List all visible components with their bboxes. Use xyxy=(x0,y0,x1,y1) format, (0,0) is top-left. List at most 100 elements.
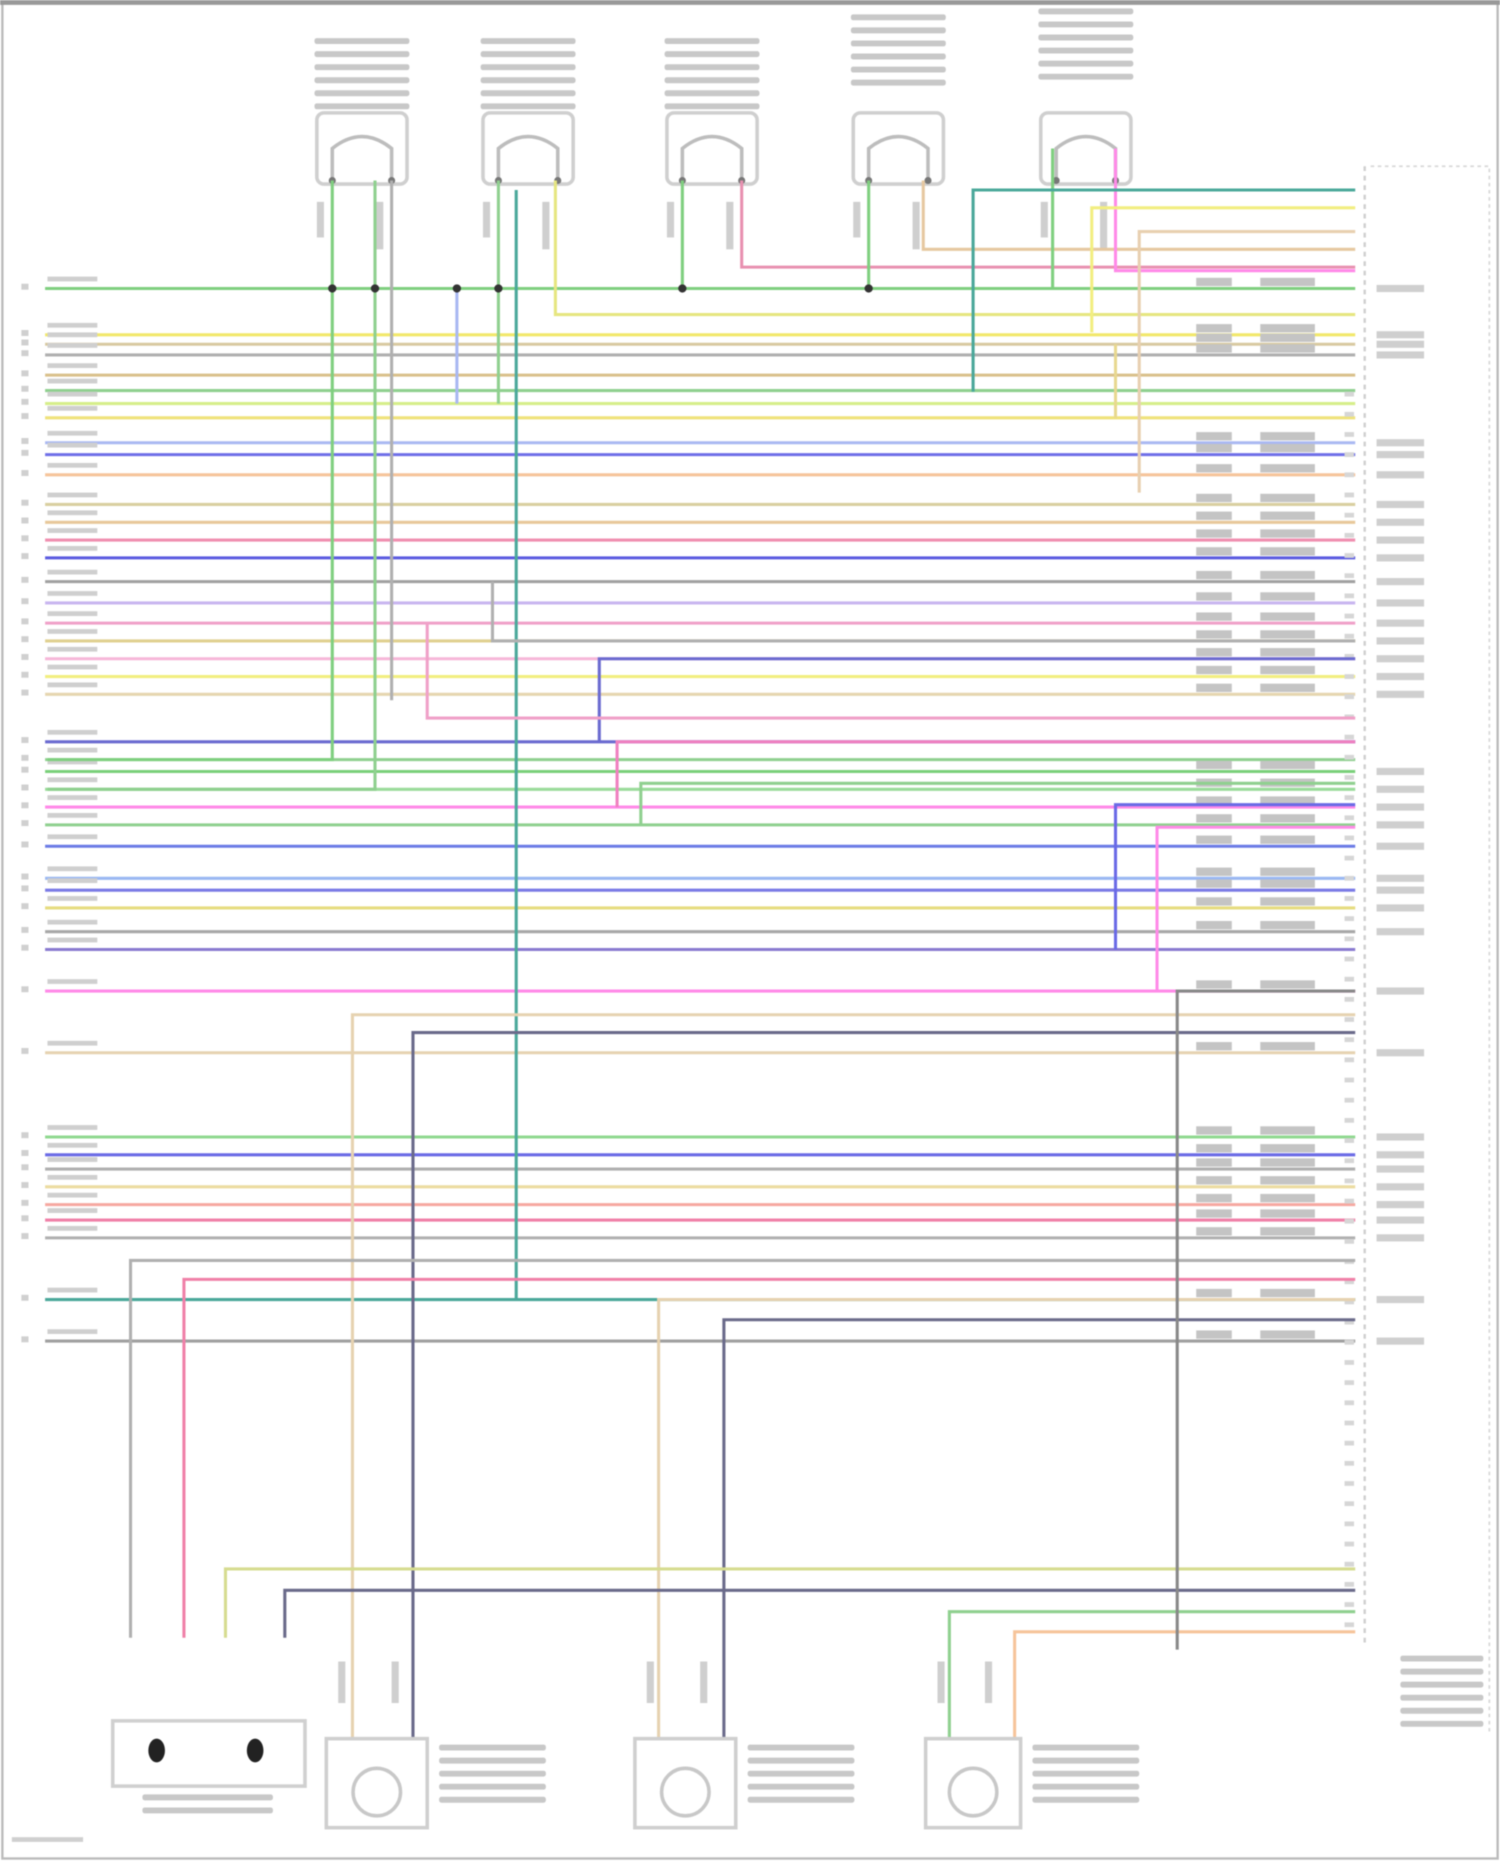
row-number xyxy=(21,802,29,809)
pin-number xyxy=(1344,1602,1355,1607)
wire-route xyxy=(740,180,1356,269)
wire-color-code xyxy=(1260,1158,1315,1167)
sensor-label xyxy=(664,64,760,71)
wire-label xyxy=(47,834,98,840)
sensor-label xyxy=(664,77,760,84)
pin-label xyxy=(1376,1296,1425,1304)
wire-label xyxy=(47,1040,98,1046)
wire-route xyxy=(47,180,334,762)
wire-label xyxy=(47,391,98,397)
position-sensor-label xyxy=(439,1757,546,1764)
wire-code xyxy=(1196,324,1232,333)
splice-point xyxy=(494,284,503,293)
position-sensor-label xyxy=(747,1744,855,1751)
wire-code xyxy=(1196,835,1232,844)
splice-point xyxy=(328,284,337,293)
wire-route xyxy=(490,581,1356,643)
wire-label xyxy=(47,1142,98,1148)
wire-code xyxy=(1196,760,1232,770)
pin-number xyxy=(1344,956,1355,962)
pin-label xyxy=(1376,500,1425,509)
row-number xyxy=(21,470,29,476)
pin-number xyxy=(1344,815,1355,821)
row-number xyxy=(21,517,29,524)
wire-tag xyxy=(1040,201,1048,238)
pin-number xyxy=(1344,775,1355,780)
pin-number xyxy=(1344,1057,1355,1063)
pin-number xyxy=(1344,1622,1355,1628)
sensor-coil xyxy=(1054,134,1118,179)
pin-number xyxy=(1344,553,1355,558)
knock-sensor-label xyxy=(142,1807,273,1814)
pin-number xyxy=(1344,532,1355,538)
wire-route xyxy=(1137,229,1356,493)
wire-label xyxy=(47,813,98,818)
wire-color-code xyxy=(1260,665,1315,675)
wire-color-code xyxy=(1260,592,1315,601)
wire-label xyxy=(47,462,98,468)
wire-code xyxy=(1196,867,1232,876)
knock-sensor-element xyxy=(148,1738,165,1763)
wire-label xyxy=(47,759,98,765)
wire-label xyxy=(47,682,98,688)
wire-route xyxy=(47,180,377,791)
sensor-label xyxy=(314,90,410,97)
row-number xyxy=(21,330,29,336)
pin-number xyxy=(1344,936,1355,942)
pin-label xyxy=(1376,1183,1425,1191)
wire-route xyxy=(921,180,1356,251)
row-number xyxy=(21,841,29,848)
wire-code xyxy=(1196,897,1232,906)
position-sensor-label xyxy=(1032,1757,1140,1764)
wire-color-code xyxy=(1260,835,1315,844)
wire-code xyxy=(1196,683,1232,692)
sensor-label xyxy=(850,53,946,60)
wire-label xyxy=(47,979,98,984)
row-number xyxy=(21,576,29,583)
row-number xyxy=(21,339,29,346)
position-sensor-label xyxy=(439,1770,546,1777)
pin-number xyxy=(1344,1360,1355,1365)
pin xyxy=(1052,176,1060,185)
wire-color-code xyxy=(1260,1176,1315,1185)
wire-label xyxy=(47,546,98,551)
wire-color-code xyxy=(1260,897,1315,906)
wire-label xyxy=(47,1157,98,1162)
sensor-label xyxy=(1038,47,1134,54)
pin-label xyxy=(1376,619,1425,627)
wire-color-code xyxy=(1260,443,1315,453)
wire-tag xyxy=(912,201,920,250)
pin-number xyxy=(1344,1440,1355,1446)
row-number xyxy=(21,737,29,743)
wire-label xyxy=(47,646,98,652)
pin-label xyxy=(1376,1234,1425,1242)
wire-code xyxy=(1196,665,1232,675)
pin-number xyxy=(1344,694,1355,700)
pin-number xyxy=(1344,1380,1355,1386)
wire-label xyxy=(47,343,98,348)
sensor-coil xyxy=(496,134,560,179)
wire-code xyxy=(1196,1158,1232,1167)
wire-tag xyxy=(666,201,675,238)
pin-number xyxy=(1344,432,1355,437)
row-number xyxy=(21,1294,29,1301)
wire-tag xyxy=(646,1661,654,1704)
splice-point xyxy=(864,284,873,293)
knock-sensor-element xyxy=(246,1738,264,1763)
pin-number xyxy=(1344,1077,1355,1083)
wire-label xyxy=(47,510,98,516)
wire-label xyxy=(47,1225,98,1231)
wire-label xyxy=(47,430,98,436)
pin-label xyxy=(1376,803,1425,811)
wire-color-code xyxy=(1260,570,1315,580)
wire-label xyxy=(47,747,98,753)
sensor-label xyxy=(850,66,946,73)
wire-color-code xyxy=(1260,464,1315,473)
pin-label xyxy=(1376,518,1425,526)
splice-point xyxy=(370,284,380,293)
wire-route xyxy=(615,740,1356,808)
pin-label xyxy=(1376,1049,1425,1057)
sensor-label xyxy=(480,90,576,97)
wire-label xyxy=(47,878,98,884)
wire-color-code xyxy=(1260,1126,1315,1135)
